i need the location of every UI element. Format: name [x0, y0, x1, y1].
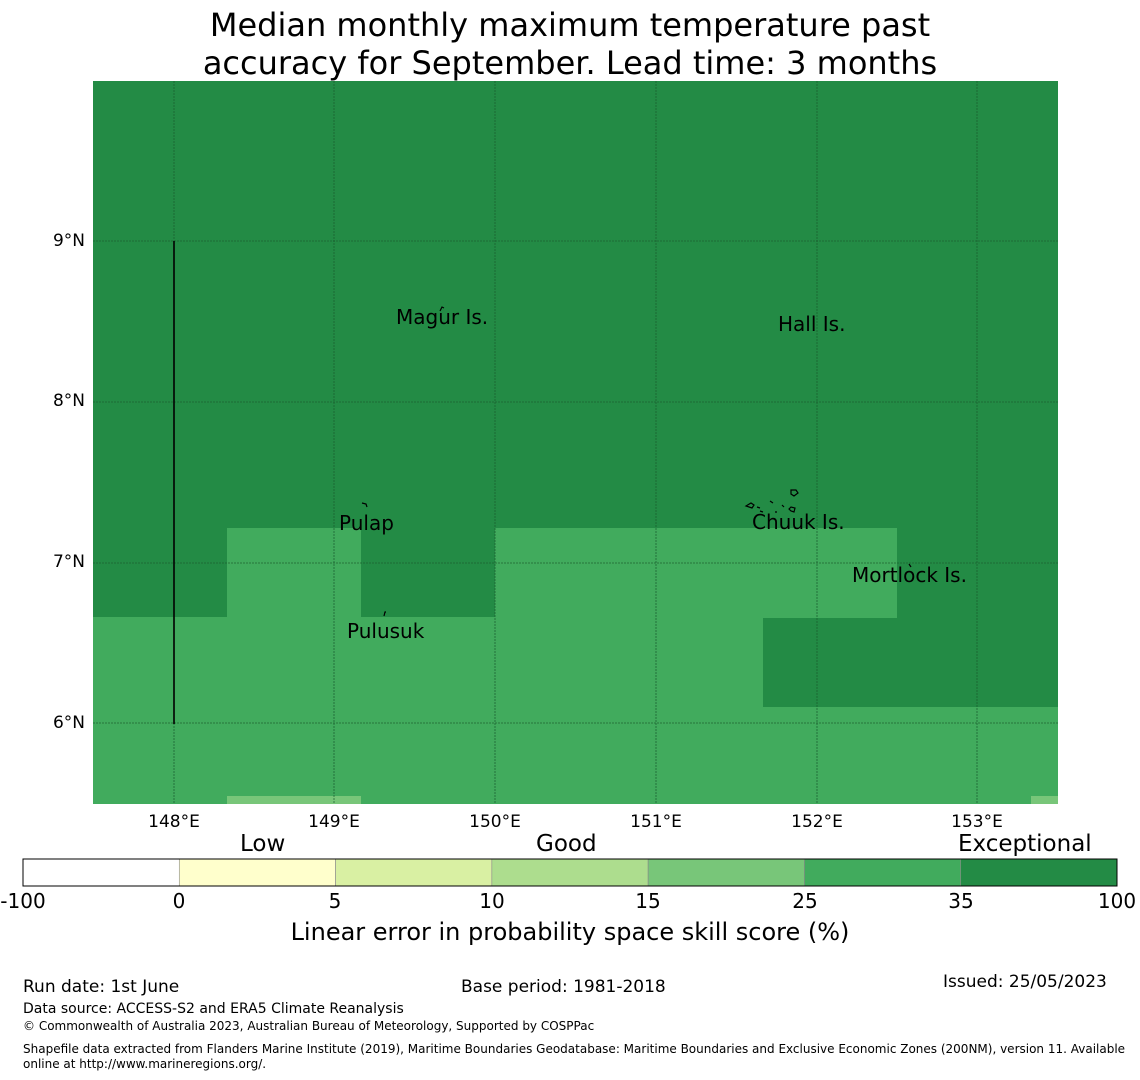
- colorbar-category-good: Good: [536, 831, 597, 857]
- colorbar-segment-0: [22, 858, 180, 887]
- lat-label-6n: 6°N: [52, 713, 85, 733]
- mortlock-island: [908, 563, 912, 568]
- shapefile-credit-line-2: online at http://www.marineregions.org/.: [23, 1057, 267, 1071]
- region-south-strip-east: [1031, 796, 1058, 804]
- region-west-south: [93, 617, 361, 804]
- lon-label-152e: 152°E: [791, 812, 843, 832]
- gridlines: [93, 81, 1058, 804]
- colorbar-tick-minus100: -100: [0, 889, 46, 913]
- colorbar-tick-5: 5: [328, 889, 342, 913]
- colorbar-segment-5: [804, 858, 962, 887]
- place-label-chuuk: Chuuk Is.: [752, 510, 845, 534]
- place-label-hall: Hall Is.: [778, 312, 846, 336]
- lon-label-153e: 153°E: [951, 812, 1003, 832]
- region-centre-east: [495, 528, 897, 618]
- colorbar-tick-10: 10: [479, 889, 505, 913]
- place-label-mortlock: Mortlock Is.: [852, 563, 967, 587]
- lat-label-8n: 8°N: [52, 391, 85, 411]
- pulusuk-island: [383, 611, 386, 617]
- region-west-mid: [227, 528, 361, 618]
- place-label-pulap: Pulap: [339, 511, 394, 535]
- colorbar-segment-6: [960, 858, 1118, 887]
- colorbar-segment-4: [647, 858, 805, 887]
- colorbar-tick-100: 100: [1097, 889, 1137, 913]
- island-outlines: [361, 306, 912, 617]
- skill-region-good: [93, 528, 1058, 804]
- magur-island: [439, 306, 445, 312]
- place-label-magur: Magur Is.: [396, 305, 489, 329]
- lon-label-148e: 148°E: [148, 812, 200, 832]
- place-label-pulusuk: Pulusuk: [347, 619, 425, 643]
- shapefile-credit-line-1: Shapefile data extracted from Flanders M…: [23, 1042, 1126, 1056]
- region-south-strip-west: [227, 796, 361, 804]
- colorbar: [22, 858, 1118, 887]
- colorbar-category-low: Low: [240, 831, 286, 857]
- title-line-1: Median monthly maximum temperature past: [209, 6, 931, 44]
- pulap-island: [361, 502, 368, 508]
- lon-label-149e: 149°E: [308, 812, 360, 832]
- map-title: Median monthly maximum temperature past …: [0, 6, 1140, 82]
- colorbar-label: Linear error in probability space skill …: [290, 918, 850, 946]
- lat-label-7n: 7°N: [52, 552, 85, 572]
- region-east-mid: [495, 617, 763, 804]
- colorbar-segment-1: [178, 858, 336, 887]
- colorbar-tick-0: 0: [172, 889, 186, 913]
- colorbar-tick-35: 35: [948, 889, 974, 913]
- region-east-south: [763, 707, 1058, 804]
- colorbar-tick-25: 25: [792, 889, 818, 913]
- run-date: Run date: 1st June: [23, 977, 180, 997]
- data-source: Data source: ACCESS-S2 and ERA5 Climate …: [23, 1001, 404, 1017]
- colorbar-tick-15: 15: [635, 889, 661, 913]
- issued-date: Issued: 25/05/2023: [943, 972, 1107, 992]
- colorbar-segment-2: [335, 858, 493, 887]
- colorbar-frame: [22, 858, 1118, 887]
- colorbar-category-exceptional: Exceptional: [958, 831, 1092, 857]
- region-centre-south: [361, 617, 495, 804]
- lon-label-151e: 151°E: [630, 812, 682, 832]
- title-line-2: accuracy for September. Lead time: 3 mon…: [202, 44, 938, 82]
- chuuk-lagoon-islands: [744, 489, 799, 513]
- colorbar-segments: [22, 858, 1118, 887]
- skill-region-moderate: [227, 796, 1058, 804]
- base-period: Base period: 1981-2018: [461, 977, 666, 997]
- colorbar-segment-3: [491, 858, 649, 887]
- lat-label-9n: 9°N: [52, 231, 85, 251]
- skill-map: [93, 81, 1058, 804]
- lon-label-150e: 150°E: [469, 812, 521, 832]
- copyright-notice: © Commonwealth of Australia 2023, Austra…: [23, 1019, 595, 1033]
